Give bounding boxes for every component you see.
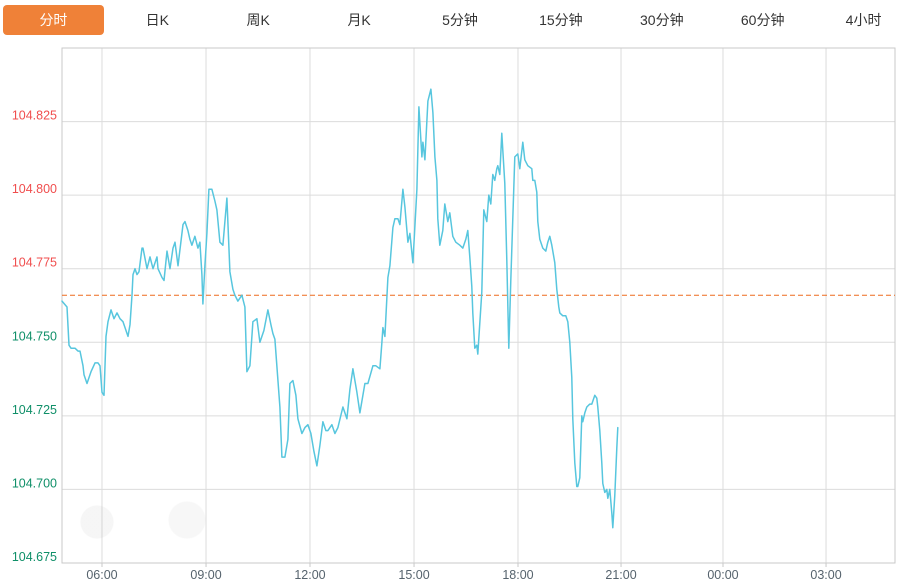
- y-axis-label: 104.825: [12, 109, 57, 123]
- tab-monthly-k[interactable]: 月K: [347, 12, 371, 28]
- y-axis-label: 104.700: [12, 476, 57, 490]
- x-axis-label: 06:00: [86, 568, 117, 582]
- tab-5min[interactable]: 5分钟: [442, 12, 478, 28]
- x-axis-label: 21:00: [605, 568, 636, 582]
- tab-daily-k[interactable]: 日K: [145, 12, 169, 28]
- tab-weekly-k[interactable]: 周K: [246, 12, 270, 28]
- x-axis-label: 18:00: [502, 568, 533, 582]
- plot-border: [61, 47, 896, 564]
- x-axis-label: 15:00: [398, 568, 429, 582]
- tab-15min[interactable]: 15分钟: [539, 12, 583, 28]
- y-axis-label: 104.725: [12, 403, 57, 417]
- y-axis-label: 104.775: [12, 256, 57, 270]
- x-axis-label: 00:00: [707, 568, 738, 582]
- tab-60min[interactable]: 60分钟: [740, 12, 785, 28]
- x-axis-label: 12:00: [294, 568, 325, 582]
- x-axis-label: 03:00: [810, 568, 841, 582]
- tab-4hour[interactable]: 4小时: [845, 12, 882, 28]
- tab-time-share[interactable]: 分时: [3, 5, 104, 35]
- y-axis-label: 104.675: [12, 550, 57, 564]
- price-line: [61, 88, 619, 529]
- x-axis-label: 09:00: [190, 568, 221, 582]
- tab-30min[interactable]: 30分钟: [640, 12, 684, 28]
- y-axis-label: 104.800: [12, 182, 57, 196]
- y-axis-label: 104.750: [12, 329, 57, 343]
- chart-period-tabbar: 分时 日K 周K 月K 5分钟 15分钟 30分钟 60分钟 4小时: [0, 0, 914, 40]
